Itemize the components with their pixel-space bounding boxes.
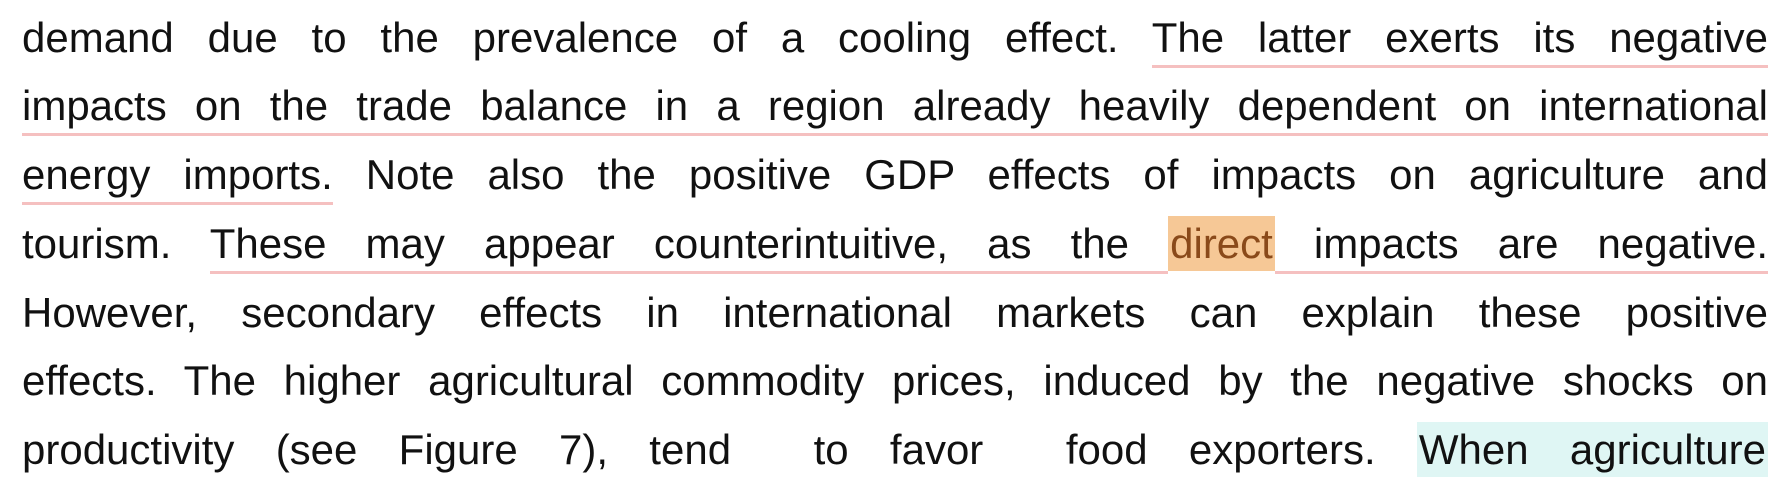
highlighted-word-direct: direct <box>1168 216 1275 271</box>
text-segment: However, secondary effects in internatio… <box>22 289 1768 336</box>
text-segment: Note also the positive GDP effects of im… <box>332 151 1768 198</box>
text-line-2: impacts on the trade balance in a region… <box>22 76 1768 136</box>
highlighted-text: When agriculture <box>1416 422 1768 477</box>
text-segment: tourism. <box>22 220 210 267</box>
text-line-5: However, secondary effects in internatio… <box>22 283 1768 343</box>
document-page: demand due to the prevalence of a coolin… <box>22 0 1769 491</box>
text-line-1: demand due to the prevalence of a coolin… <box>22 8 1768 68</box>
text-line-7: productivity (see Figure 7), tend to fav… <box>22 420 1768 480</box>
text-segment: demand due to the prevalence of a coolin… <box>22 14 1152 61</box>
underlined-text: The latter exerts its negative <box>1151 14 1768 68</box>
underlined-text: impacts are negative. <box>1274 220 1769 274</box>
text-line-4: tourism. These may appear counterintuiti… <box>22 214 1769 274</box>
underlined-text: These may appear counterintuitive, as th… <box>209 220 1169 274</box>
text-segment: productivity (see Figure 7), tend to fav… <box>22 426 1417 473</box>
underlined-text: impacts on the trade balance in a region… <box>22 82 1768 136</box>
text-line-3: energy imports. Note also the positive G… <box>22 145 1768 205</box>
text-segment: effects. The higher agricultural commodi… <box>22 357 1768 404</box>
underlined-text: energy imports. <box>22 151 333 205</box>
text-line-6: effects. The higher agricultural commodi… <box>22 351 1768 411</box>
